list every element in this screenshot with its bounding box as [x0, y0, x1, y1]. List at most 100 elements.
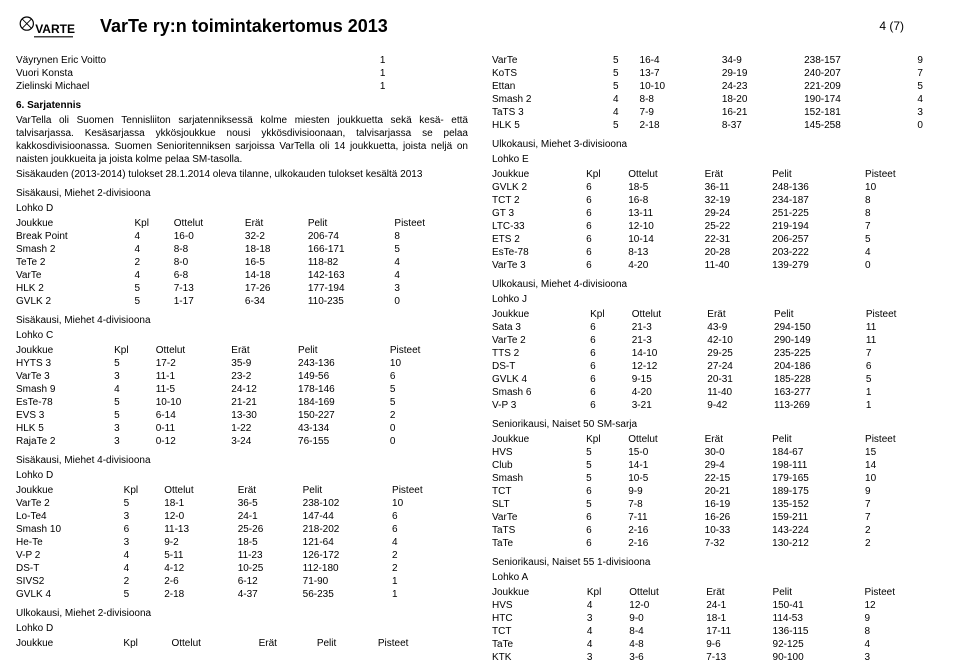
table-header-row: JoukkueKplOttelutErätPelitPisteet	[16, 344, 468, 357]
table-header-row: JoukkueKplOttelutErätPelitPisteet	[492, 433, 944, 446]
table-subheading: Lohko A	[492, 571, 944, 584]
section-6-title: 6. Sarjatennis	[16, 99, 468, 112]
left-column: Väyrynen Eric Voitto1Vuori Konsta1Zielin…	[16, 54, 468, 668]
table-subheading: Lohko E	[492, 153, 944, 166]
table-subheading: Lohko D	[16, 469, 468, 482]
table-subheading: Lohko D	[16, 202, 468, 215]
table-row: ETS 2610-1422-31206-2575	[492, 233, 944, 246]
table-row: TCT48-417-11136-1158	[492, 625, 944, 638]
table-heading: Seniorikausi, Naiset 55 1-divisioona	[492, 556, 944, 569]
table-heading: Sisäkausi, Miehet 4-divisioona	[16, 314, 468, 327]
player-row: Vuori Konsta1	[16, 67, 468, 80]
table-row: Break Point416-032-2206-748	[16, 230, 468, 243]
table-header-row: JoukkueKplOttelutErätPelitPisteet	[492, 586, 944, 599]
table-heading: Sisäkausi, Miehet 2-divisioona	[16, 187, 468, 200]
content-columns: Väyrynen Eric Voitto1Vuori Konsta1Zielin…	[16, 54, 944, 668]
section-6-body2: Sisäkauden (2013-2014) tulokset 28.1.201…	[16, 168, 468, 181]
table-subheading: Lohko C	[16, 329, 468, 342]
results-table: JoukkueKplOttelutErätPelitPisteetBreak P…	[16, 217, 468, 308]
table-row: VarTe 3311-123-2149-566	[16, 370, 468, 383]
table-row: TaTS62-1610-33143-2242	[492, 524, 944, 537]
table-heading: Ulkokausi, Miehet 2-divisioona	[16, 607, 468, 620]
table-row: HYTS 3517-235-9243-13610	[16, 357, 468, 370]
page-number: 4 (7)	[879, 19, 904, 33]
table-header-row: JoukkueKplOttelutErätPelitPisteet	[492, 308, 944, 321]
table-row: DS-T612-1227-24204-1866	[492, 360, 944, 373]
table-row: EVS 356-1413-30150-2272	[16, 409, 468, 422]
table-row: Sata 3621-343-9294-15011	[492, 321, 944, 334]
results-table: JoukkueKplOttelutErätPelitPisteetGVLK 26…	[492, 168, 944, 272]
table-header-row: JoukkueKplOttelutErätPelitPisteet	[16, 484, 468, 497]
table-row: GVLK 2618-536-11248-13610	[492, 181, 944, 194]
table-row: HLK 530-111-2243-1340	[16, 422, 468, 435]
results-table: JoukkueKplOttelutErätPelitPisteet	[16, 637, 468, 650]
right-column: VarTe516-434-9238-1579KoTS513-729-19240-…	[492, 54, 944, 668]
table-row: KoTS513-729-19240-2077	[492, 67, 944, 80]
table-row: V-P 363-219-42113-2691	[492, 399, 944, 412]
table-row: SIVS222-66-1271-901	[16, 575, 468, 588]
results-table: JoukkueKplOttelutErätPelitPisteetHVS515-…	[492, 433, 944, 550]
table-row: TTS 2614-1029-25235-2257	[492, 347, 944, 360]
table-row: VarTe67-1116-26159-2117	[492, 511, 944, 524]
player-row: Väyrynen Eric Voitto1	[16, 54, 468, 67]
results-table: VarTe516-434-9238-1579KoTS513-729-19240-…	[492, 54, 944, 132]
table-row: VarTe 2518-136-5238-10210	[16, 497, 468, 510]
table-subheading: Lohko D	[16, 622, 468, 635]
table-row: Smash510-522-15179-16510	[492, 472, 944, 485]
table-row: GVLK 452-184-3756-2351	[16, 588, 468, 601]
table-row: Smash 10611-1325-26218-2026	[16, 523, 468, 536]
table-row: HVS515-030-0184-6715	[492, 446, 944, 459]
table-row: EsTe-78510-1021-21184-1695	[16, 396, 468, 409]
table-row: RajaTe 230-123-2476-1550	[16, 435, 468, 448]
results-table: JoukkueKplOttelutErätPelitPisteetVarTe 2…	[16, 484, 468, 601]
table-row: Ettan510-1024-23221-2095	[492, 80, 944, 93]
table-heading: Ulkokausi, Miehet 3-divisioona	[492, 138, 944, 151]
table-row: TaTS 347-916-21152-1813	[492, 106, 944, 119]
results-table: JoukkueKplOttelutErätPelitPisteetHVS412-…	[492, 586, 944, 664]
varte-logo: VARTE	[16, 8, 76, 44]
table-row: Lo-Te4312-024-1147-446	[16, 510, 468, 523]
table-row: TCT69-920-21189-1759	[492, 485, 944, 498]
svg-text:VARTE: VARTE	[35, 22, 75, 36]
table-row: Smash 9411-524-12178-1465	[16, 383, 468, 396]
table-row: TaTe62-167-32130-2122	[492, 537, 944, 550]
results-table: JoukkueKplOttelutErätPelitPisteetSata 36…	[492, 308, 944, 412]
table-row: DS-T44-1210-25112-1802	[16, 562, 468, 575]
table-header-row: JoukkueKplOttelutErätPelitPisteet	[16, 637, 468, 650]
player-row: Zielinski Michael1	[16, 80, 468, 93]
table-row: VarTe 2621-342-10290-14911	[492, 334, 944, 347]
table-subheading: Lohko J	[492, 293, 944, 306]
table-row: SLT57-816-19135-1527	[492, 498, 944, 511]
table-row: Smash 248-818-18166-1715	[16, 243, 468, 256]
table-heading: Ulkokausi, Miehet 4-divisioona	[492, 278, 944, 291]
results-table: JoukkueKplOttelutErätPelitPisteetHYTS 35…	[16, 344, 468, 448]
table-row: HLK 257-1317-26177-1943	[16, 282, 468, 295]
table-row: VarTe46-814-18142-1634	[16, 269, 468, 282]
table-heading: Seniorikausi, Naiset 50 SM-sarja	[492, 418, 944, 431]
table-header-row: JoukkueKplOttelutErätPelitPisteet	[492, 168, 944, 181]
table-row: GT 3613-1129-24251-2258	[492, 207, 944, 220]
table-row: Club514-129-4198-11114	[492, 459, 944, 472]
table-heading: Sisäkausi, Miehet 4-divisioona	[16, 454, 468, 467]
section-6-body: VarTella oli Suomen Tennisliiton sarjate…	[16, 114, 468, 166]
table-row: TCT 2616-832-19234-1878	[492, 194, 944, 207]
page-title: VarTe ry:n toimintakertomus 2013	[100, 16, 879, 37]
table-row: VarTe 364-2011-40139-2790	[492, 259, 944, 272]
table-row: HTC39-018-1114-539	[492, 612, 944, 625]
table-row: HLK 552-188-37145-2580	[492, 119, 944, 132]
table-row: V-P 245-1111-23126-1722	[16, 549, 468, 562]
table-row: LTC-33612-1025-22219-1947	[492, 220, 944, 233]
table-row: He-Te39-218-5121-644	[16, 536, 468, 549]
table-row: GVLK 251-176-34110-2350	[16, 295, 468, 308]
table-row: TaTe44-89-692-1254	[492, 638, 944, 651]
table-row: VarTe516-434-9238-1579	[492, 54, 944, 67]
page-header: VARTE VarTe ry:n toimintakertomus 2013 4…	[16, 8, 944, 44]
table-row: HVS412-024-1150-4112	[492, 599, 944, 612]
players-table: Väyrynen Eric Voitto1Vuori Konsta1Zielin…	[16, 54, 468, 93]
table-header-row: JoukkueKplOttelutErätPelitPisteet	[16, 217, 468, 230]
table-row: Smash 664-2011-40163-2771	[492, 386, 944, 399]
table-row: EsTe-7868-1320-28203-2224	[492, 246, 944, 259]
table-row: Smash 248-818-20190-1744	[492, 93, 944, 106]
table-row: TeTe 228-016-5118-824	[16, 256, 468, 269]
table-row: GVLK 469-1520-31185-2285	[492, 373, 944, 386]
